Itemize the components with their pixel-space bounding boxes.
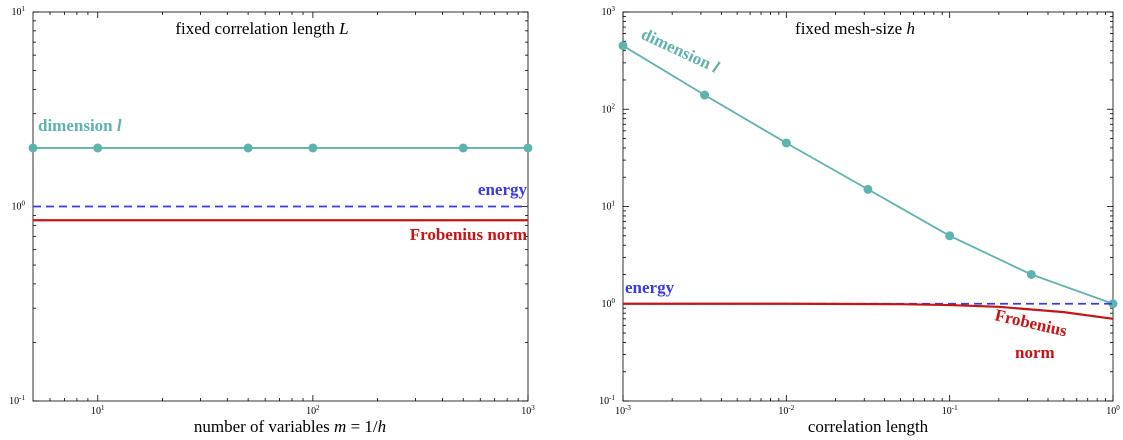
data-point-dimension: [28, 143, 38, 153]
panel-fixed-correlation-length: fixed correlation length L number of var…: [9, 5, 535, 436]
data-point-dimension: [945, 231, 955, 241]
y-tick-label: 103: [602, 5, 616, 18]
x-tick-label: 100: [1106, 404, 1120, 417]
series-line-dimension: [622, 44, 1114, 305]
x-tick-label: 102: [306, 404, 320, 417]
series-line-frobenius: [623, 302, 1114, 320]
series-group: [618, 41, 1118, 320]
y-tick-label: 102: [602, 102, 616, 115]
series-label-energy: energy: [625, 278, 675, 297]
series-label-energy: energy: [478, 180, 528, 199]
x-axis-label: number of variables m = 1/h: [194, 417, 386, 436]
x-tick-label: 10-2: [778, 404, 794, 417]
y-tick-label: 101: [602, 200, 616, 213]
y-tick-label: 100: [12, 200, 26, 213]
y-tick-label: 10-1: [599, 394, 615, 407]
data-point-dimension: [1108, 299, 1118, 309]
y-tick-label: 100: [602, 297, 616, 310]
data-point-dimension: [700, 90, 710, 100]
panel-fixed-mesh-size: fixed mesh-size h correlation length 10-…: [599, 5, 1120, 436]
series-label-frobenius-line2: norm: [1015, 343, 1055, 362]
chart-title: fixed mesh-size h: [795, 19, 915, 38]
data-point-dimension: [523, 143, 533, 153]
series-label-dimension: dimension l: [38, 116, 122, 135]
y-tick-label: 10-1: [9, 394, 25, 407]
x-tick-label: 101: [91, 404, 105, 417]
x-axis-label: correlation length: [808, 417, 929, 436]
data-point-dimension: [781, 138, 791, 148]
data-point-dimension: [1026, 269, 1036, 279]
series-label-frobenius: Frobenius norm: [410, 225, 527, 244]
x-tick-label: 10-3: [615, 404, 631, 417]
data-point-dimension: [618, 41, 628, 51]
data-point-dimension: [243, 143, 253, 153]
series-group: [28, 143, 533, 222]
data-point-dimension: [863, 184, 873, 194]
series-label-dimension: dimension l: [638, 24, 722, 77]
data-point-dimension: [458, 143, 468, 153]
axis-ticks: 101 102 103 10-1 100 101: [9, 5, 535, 417]
data-point-dimension: [308, 143, 318, 153]
data-point-dimension: [93, 143, 103, 153]
x-tick-label: 10-1: [942, 404, 958, 417]
x-tick-label: 103: [521, 404, 535, 417]
y-tick-label: 101: [12, 5, 26, 18]
chart-title: fixed correlation length L: [175, 19, 348, 38]
